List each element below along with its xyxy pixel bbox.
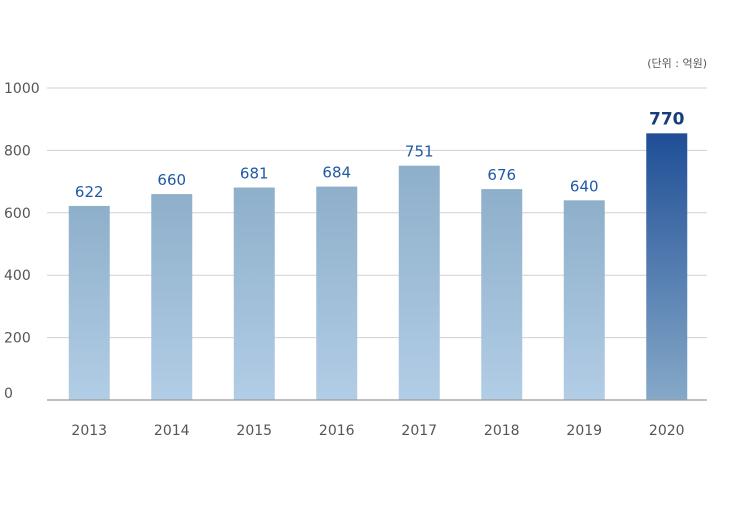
bar-2013 [68, 205, 110, 400]
bar-2020 [646, 133, 688, 400]
x-tick-label-2016: 2016 [319, 423, 355, 439]
y-tick-label-600: 600 [4, 206, 31, 222]
bar-2014 [151, 194, 193, 400]
x-tick-label-2013: 2013 [71, 423, 107, 439]
y-tick-label-0: 0 [4, 386, 13, 402]
unit-note: (단위 : 억원) [647, 57, 707, 70]
data-label-2017: 751 [405, 143, 434, 161]
data-label-2013: 622 [75, 183, 104, 201]
y-tick-label-1000: 1000 [4, 81, 40, 97]
bar-2016 [316, 186, 358, 400]
gridlines [47, 87, 707, 339]
x-tick-label-2014: 2014 [154, 423, 190, 439]
bar-2017 [398, 165, 440, 400]
x-tick-label-2020: 2020 [649, 423, 685, 439]
y-tick-label-200: 200 [4, 331, 31, 347]
data-label-2014: 660 [157, 171, 186, 189]
x-tick-label-2018: 2018 [484, 423, 520, 439]
x-tick-label-2017: 2017 [401, 423, 437, 439]
axes: 0 200 400 600 800 1000 [4, 81, 707, 402]
y-tick-label-400: 400 [4, 268, 31, 284]
x-tick-label-2015: 2015 [236, 423, 272, 439]
data-label-2020: 770 [649, 109, 685, 129]
data-label-2015: 681 [240, 165, 269, 183]
bar-2019 [563, 200, 605, 400]
data-label-2019: 640 [570, 177, 599, 195]
y-tick-label-800: 800 [4, 143, 31, 159]
bar-2018 [481, 189, 523, 400]
labels: 622 2013 660 2014 681 2015 684 2016 751 2017 676 20… [71, 109, 684, 439]
x-tick-label-2019: 2019 [566, 423, 602, 439]
data-label-2018: 676 [487, 166, 516, 184]
bars [68, 133, 688, 400]
bar-2015 [233, 187, 275, 400]
data-label-2016: 684 [322, 164, 351, 182]
